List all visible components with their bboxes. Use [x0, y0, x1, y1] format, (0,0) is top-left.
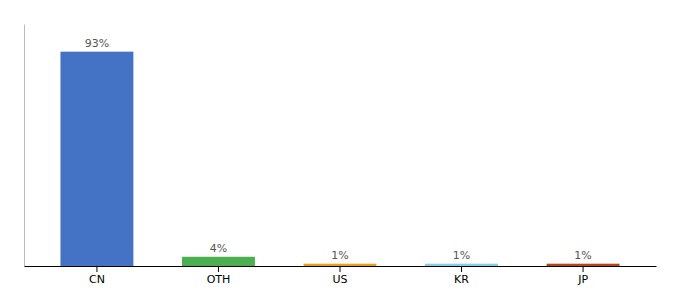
bar [60, 52, 133, 266]
data-label: 93% [85, 37, 109, 50]
x-tick-label: OTH [207, 273, 231, 286]
x-tick-mark [96, 266, 97, 272]
bar [182, 257, 255, 266]
x-tick-mark [583, 266, 584, 272]
x-tick-mark [218, 266, 219, 272]
x-tick: JP [577, 266, 588, 286]
bar [304, 264, 377, 266]
data-label: 1% [331, 249, 348, 262]
bars [60, 52, 619, 266]
y-axis-line [24, 25, 25, 267]
data-labels: 93% 4% 1% 1% 1% [85, 37, 592, 262]
x-tick: US [332, 266, 347, 286]
bar [547, 264, 620, 266]
x-tick-label: JP [577, 273, 588, 286]
x-tick-mark [461, 266, 462, 272]
x-tick: KR [454, 266, 469, 286]
x-axis: CN OTH US KR JP [25, 266, 657, 286]
chart: CN OTH US KR JP 93% 4% 1% 1% 1% [0, 0, 680, 300]
plot: CN OTH US KR JP 93% 4% 1% 1% 1% [25, 25, 657, 286]
x-tick: OTH [207, 266, 231, 286]
data-label: 4% [210, 242, 227, 255]
bar [425, 264, 498, 266]
x-tick-label: CN [89, 273, 105, 286]
x-tick-mark [340, 266, 341, 272]
y-axis [24, 25, 25, 267]
data-label: 1% [574, 249, 591, 262]
x-tick-label: KR [454, 273, 469, 286]
x-tick-label: US [332, 273, 347, 286]
data-label: 1% [453, 249, 470, 262]
x-tick: CN [89, 266, 105, 286]
